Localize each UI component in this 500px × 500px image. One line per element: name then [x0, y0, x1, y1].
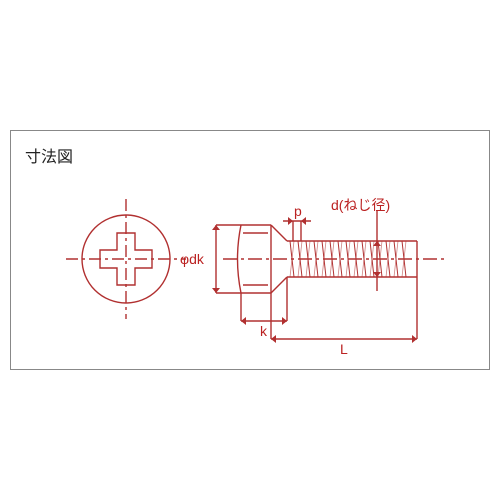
label-L: L	[340, 341, 348, 357]
label-p: p	[294, 203, 302, 219]
label-phi-dk: φdk	[180, 251, 204, 267]
diagram-svg	[11, 131, 491, 371]
label-k: k	[260, 323, 267, 339]
label-d: d(ねじ径)	[331, 195, 390, 215]
diagram-stage: φdk k p d(ねじ径) L	[11, 131, 489, 369]
diagram-frame: 寸法図 φdk k p d(ねじ径) L	[10, 130, 490, 370]
